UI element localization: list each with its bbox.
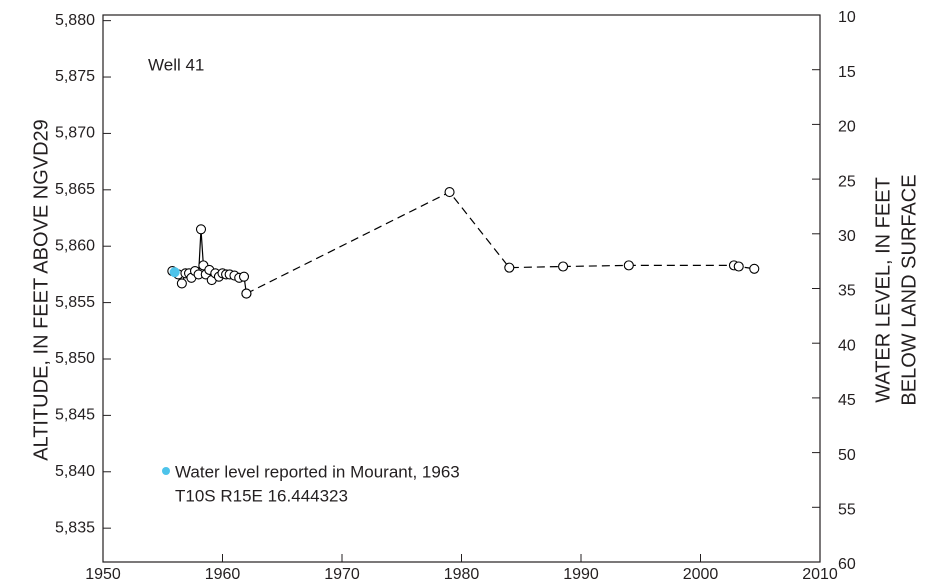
series-line bbox=[246, 191, 755, 295]
x-tick-label: 1990 bbox=[563, 566, 599, 583]
y-tick-label: 5,835 bbox=[55, 519, 95, 536]
y-tick-label: 5,875 bbox=[55, 68, 95, 85]
y2-tick-label: 35 bbox=[838, 283, 856, 300]
y2-axis-label: WATER LEVEL, IN FEET bbox=[872, 177, 894, 403]
annotation: Well 41 bbox=[148, 55, 204, 74]
y2-tick-label: 45 bbox=[838, 392, 856, 409]
y2-tick-label: 20 bbox=[838, 119, 856, 136]
legend-marker bbox=[162, 467, 170, 475]
data-point bbox=[195, 224, 207, 235]
y-tick-label: 5,880 bbox=[55, 12, 95, 29]
y2-tick-label: 10 bbox=[838, 9, 856, 26]
data-point bbox=[504, 262, 515, 273]
note: T10S R15E 16.444323 bbox=[175, 486, 348, 505]
data-point bbox=[749, 263, 760, 274]
y-tick-label: 5,850 bbox=[55, 350, 95, 367]
x-tick-label: 2010 bbox=[802, 566, 838, 583]
data-point bbox=[558, 261, 569, 272]
y-tick-label: 5,860 bbox=[55, 237, 95, 254]
y-axis-label: ALTITUDE, IN FEET ABOVE NGVD29 bbox=[30, 119, 52, 461]
x-tick-label: 1960 bbox=[205, 566, 241, 583]
data-point bbox=[238, 271, 250, 282]
y2-tick-label: 25 bbox=[838, 173, 856, 190]
y2-tick-label: 55 bbox=[838, 502, 856, 519]
x-tick-label: 1980 bbox=[444, 566, 480, 583]
data-point bbox=[176, 278, 187, 289]
y-tick-label: 5,840 bbox=[55, 463, 95, 480]
legend-label: Water level reported in Mourant, 1963 bbox=[175, 462, 460, 481]
y-tick-label: 5,855 bbox=[55, 294, 95, 311]
y2-tick-label: 40 bbox=[838, 337, 856, 354]
data-point bbox=[444, 187, 455, 198]
data-point bbox=[169, 267, 180, 278]
x-tick-label: 1970 bbox=[324, 566, 360, 583]
y2-tick-label: 30 bbox=[838, 228, 856, 245]
y2-axis-label: BELOW LAND SURFACE bbox=[898, 174, 920, 405]
y-tick-label: 5,845 bbox=[55, 407, 95, 424]
y2-tick-label: 60 bbox=[838, 556, 856, 573]
data-point bbox=[623, 260, 634, 271]
data-point bbox=[241, 288, 252, 299]
x-tick-label: 1950 bbox=[85, 566, 121, 583]
y2-tick-label: 50 bbox=[838, 447, 856, 464]
data-point bbox=[733, 261, 744, 272]
y2-tick-label: 15 bbox=[838, 64, 856, 81]
y-tick-label: 5,870 bbox=[55, 125, 95, 142]
x-tick-label: 2000 bbox=[683, 566, 719, 583]
y-tick-label: 5,865 bbox=[55, 181, 95, 198]
